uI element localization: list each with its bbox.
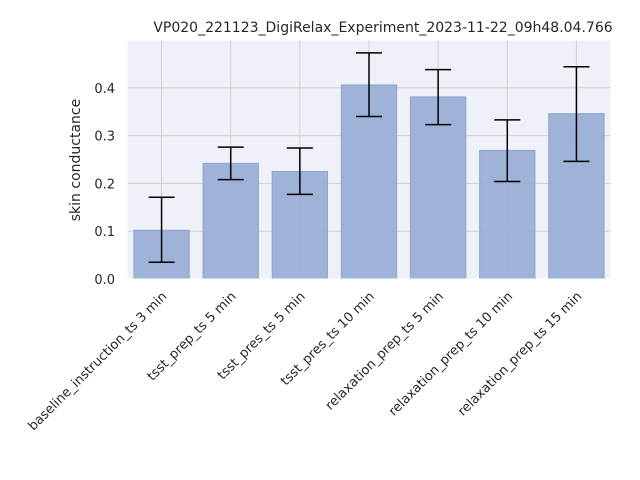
y-tick-label: 0.2	[94, 177, 115, 192]
x-tick-label: relaxation_prep_ts 15 min	[455, 289, 585, 419]
y-tick-label: 0.1	[94, 225, 115, 240]
error-bars	[148, 52, 590, 264]
y-axis-ticks: 0.0 0.1 0.2 0.3 0.4	[94, 82, 115, 288]
y-axis-label: skin conductance	[68, 99, 84, 221]
bar	[202, 162, 259, 280]
chart-title: VP020_221123_DigiRelax_Experiment_2023-1…	[153, 20, 612, 36]
plot-frame	[126, 39, 612, 280]
x-tick-label: relaxation_prep_ts 10 min	[386, 289, 516, 419]
y-tick-label: 0.3	[94, 130, 115, 145]
x-tick-label: relaxation_prep_ts 5 min	[323, 289, 447, 413]
x-axis-ticks: baseline_instruction_ts 3 mintsst_prep_t…	[26, 289, 586, 434]
y-tick-label: 0.0	[94, 273, 115, 288]
bar	[340, 84, 398, 280]
x-tick-label: baseline_instruction_ts 3 min	[26, 289, 171, 434]
y-tick-label: 0.4	[94, 82, 115, 97]
